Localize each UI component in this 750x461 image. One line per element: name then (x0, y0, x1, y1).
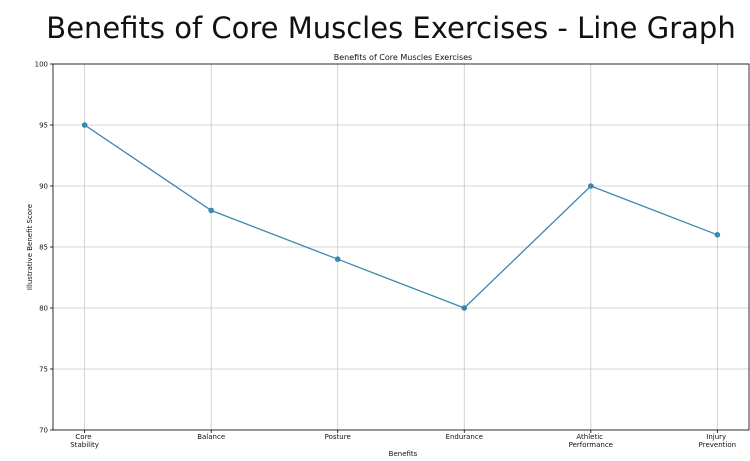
y-tick-label: 90 (39, 183, 48, 191)
x-tick-label: Core Stability (70, 433, 99, 449)
y-tick-label: 100 (35, 61, 48, 69)
x-tick-label: Athletic Performance (569, 433, 613, 449)
y-tick-label: 80 (39, 305, 48, 313)
data-point (208, 207, 214, 214)
data-line (84, 124, 718, 309)
chart-title: Benefits of Core Muscles Exercises (334, 53, 472, 62)
y-tick-label: 85 (39, 244, 48, 252)
data-point (714, 232, 721, 238)
data-point (588, 183, 594, 189)
x-tick-label: Endurance (446, 433, 484, 441)
data-point (334, 256, 341, 263)
y-tick-label: 75 (39, 366, 48, 374)
x-tick-label: Injury Prevention (699, 433, 736, 449)
data-point (461, 305, 468, 311)
x-axis-label: Benefits (389, 450, 418, 458)
page-heading: Benefits of Core Muscles Exercises - Lin… (46, 11, 735, 45)
y-tick-label: 70 (39, 427, 48, 435)
plot-frame (52, 63, 750, 431)
x-tick-label: Balance (197, 433, 225, 441)
y-tick-label: 95 (39, 122, 48, 130)
data-point (81, 122, 88, 128)
y-axis-label: Illustrative Benefit Score (26, 204, 34, 290)
x-tick-label: Posture (325, 433, 351, 441)
